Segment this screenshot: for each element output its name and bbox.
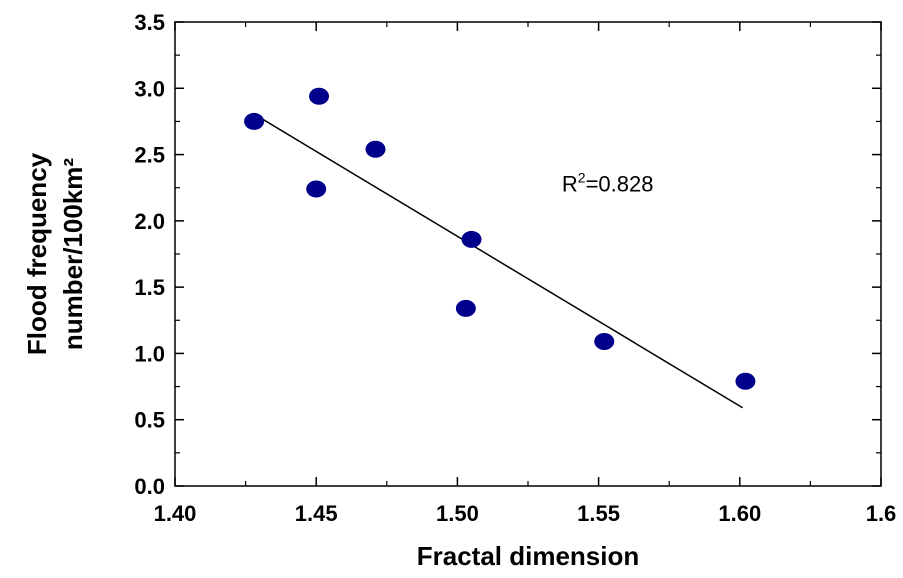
data-points	[244, 87, 756, 390]
data-point	[306, 180, 327, 198]
r-squared-annotation: R2=0.828	[562, 170, 654, 197]
y-tick-label: 3.5	[134, 10, 165, 35]
y-axis-title: Flood frequency number/100km²	[22, 152, 88, 355]
data-point	[735, 372, 756, 390]
x-axis-title: Fractal dimension	[417, 541, 640, 571]
x-tick-label: 1.40	[154, 501, 197, 526]
data-point	[365, 140, 386, 158]
plot-frame	[174, 21, 882, 487]
x-tick-label: 1.45	[295, 501, 338, 526]
y-tick-label: 3.0	[134, 76, 165, 101]
y-tick-label: 1.0	[134, 341, 165, 366]
y-tick-label: 2.5	[134, 143, 165, 168]
x-axis: 1.40 1.45 1.50 1.55 1.60 1.6	[154, 22, 897, 526]
y-tick-label: 2.0	[134, 209, 165, 234]
data-point	[244, 112, 265, 130]
y-tick-label: 0.0	[134, 474, 165, 499]
y-tick-label: 0.5	[134, 408, 165, 433]
y-axis: 0.0 0.5 1.0 1.5 2.0 2.5 3.0 3.5	[134, 10, 881, 499]
regression-line	[259, 116, 744, 409]
data-point	[309, 87, 330, 105]
y-tick-label: 1.5	[134, 275, 165, 300]
x-tick-label: 1.6	[866, 501, 897, 526]
svg-text:Flood frequency: Flood frequency	[22, 152, 52, 355]
x-tick-label: 1.55	[577, 501, 620, 526]
svg-text:number/100km²: number/100km²	[58, 158, 88, 351]
x-tick-label: 1.50	[436, 501, 479, 526]
data-point	[455, 299, 476, 317]
data-point	[461, 230, 482, 248]
x-tick-label: 1.60	[718, 501, 761, 526]
data-point	[594, 332, 615, 350]
